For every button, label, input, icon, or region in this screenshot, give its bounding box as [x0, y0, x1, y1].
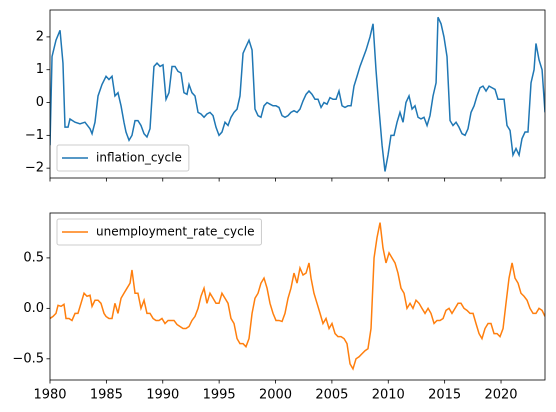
plot-area	[50, 222, 545, 371]
x-tick-label: 2020	[484, 388, 517, 403]
y-tick-label: −1	[25, 128, 44, 143]
legend-label: inflation_cycle	[96, 151, 182, 165]
plot-area	[50, 16, 545, 172]
y-tick-label: −0.5	[12, 351, 44, 366]
line	[50, 16, 545, 172]
x-tick-label: 1995	[203, 388, 236, 403]
legend-box	[56, 218, 262, 246]
x-tick-label: 1985	[90, 388, 123, 403]
x-tick-label: 2010	[372, 388, 405, 403]
x-tick-label: 2000	[259, 388, 292, 403]
legend-box	[56, 144, 190, 172]
x-tick-label: 2015	[428, 388, 461, 403]
x-tick-label: 1980	[33, 388, 66, 403]
axes-frame	[49, 212, 546, 381]
y-tick-label: 0.0	[23, 301, 44, 316]
y-tick-label: −2	[25, 161, 44, 176]
y-tick-label: 1	[36, 62, 44, 77]
y-tick-label: 2	[36, 29, 44, 44]
legend: unemployment_rate_cycle	[56, 218, 262, 246]
axes-frame	[49, 9, 546, 179]
y-tick-label: 0	[36, 95, 44, 110]
legend: inflation_cycle	[56, 144, 190, 172]
y-tick-label: 0.5	[23, 250, 44, 265]
x-tick-label: 1990	[146, 388, 179, 403]
x-tick-label: 2005	[315, 388, 348, 403]
line	[50, 222, 545, 371]
legend-label: unemployment_rate_cycle	[96, 225, 254, 239]
